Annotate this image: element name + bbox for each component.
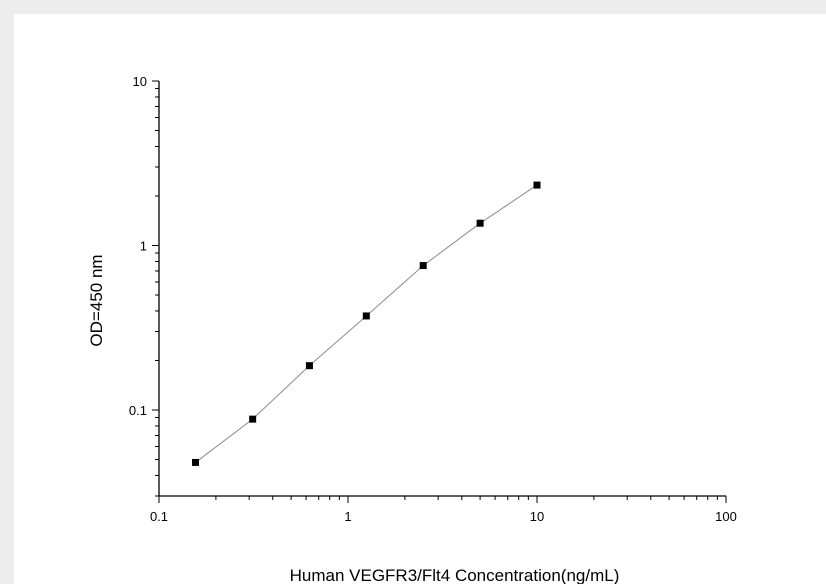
- data-point: [192, 458, 200, 466]
- series-layer: [192, 181, 541, 466]
- chart-frame: 0.1 1 10 100 0.1 1 10 Human VEGFR3/Flt4 Concen…: [14, 14, 826, 584]
- data-point: [249, 415, 257, 423]
- x-tick-label: 1: [344, 509, 351, 524]
- data-point: [362, 312, 370, 320]
- y-tick-label: 1: [140, 239, 147, 254]
- y-axis-title: OD=450 nm: [87, 254, 106, 346]
- x-tick-label: 100: [715, 509, 737, 524]
- data-point: [476, 219, 484, 227]
- series-line: [195, 184, 538, 463]
- data-point: [419, 262, 427, 270]
- y-tick-label: 10: [133, 74, 147, 89]
- x-tick-label: 0.1: [150, 509, 168, 524]
- x-axis-title: Human VEGFR3/Flt4 Concentration(ng/mL): [290, 566, 620, 584]
- data-point: [305, 362, 313, 370]
- axes: 0.1 1 10 100 0.1 1 10: [129, 74, 737, 524]
- y-tick-label: 0.1: [129, 403, 147, 418]
- x-tick-label: 10: [530, 509, 544, 524]
- chart: 0.1 1 10 100 0.1 1 10 Human VEGFR3/Flt4 Concen…: [87, 74, 737, 584]
- data-point: [533, 181, 541, 189]
